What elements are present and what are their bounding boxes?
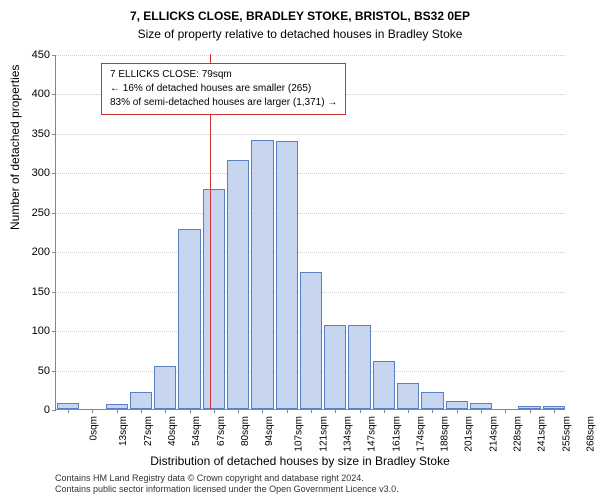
callout-line: 7 ELLICKS CLOSE: 79sqm xyxy=(110,68,337,82)
y-tick xyxy=(52,252,56,253)
x-tick xyxy=(554,409,555,413)
y-tick xyxy=(52,55,56,56)
gridline xyxy=(56,55,565,56)
x-tick xyxy=(262,409,263,413)
y-tick xyxy=(52,410,56,411)
histogram-bar xyxy=(130,392,152,409)
x-tick-label: 0sqm xyxy=(89,416,100,440)
chart-title: 7, ELLICKS CLOSE, BRADLEY STOKE, BRISTOL… xyxy=(0,0,600,25)
x-tick-label: 241sqm xyxy=(537,416,548,452)
y-tick xyxy=(52,292,56,293)
x-tick-label: 228sqm xyxy=(513,416,524,452)
x-axis-label: Distribution of detached houses by size … xyxy=(0,454,600,468)
histogram-bar xyxy=(276,141,298,409)
x-tick-label: 161sqm xyxy=(391,416,402,452)
chart-subtitle: Size of property relative to detached ho… xyxy=(0,25,600,41)
histogram-bar xyxy=(178,229,200,409)
histogram-bar xyxy=(300,272,322,409)
x-tick-label: 268sqm xyxy=(585,416,596,452)
histogram-bar xyxy=(227,160,249,409)
y-tick-label: 200 xyxy=(32,246,50,258)
x-tick xyxy=(165,409,166,413)
x-tick-label: 134sqm xyxy=(343,416,354,452)
y-tick-label: 0 xyxy=(44,404,50,416)
x-tick xyxy=(117,409,118,413)
y-axis-label: Number of detached properties xyxy=(8,65,22,230)
copyright-line2: Contains public sector information licen… xyxy=(55,484,399,496)
y-tick xyxy=(52,213,56,214)
x-tick xyxy=(335,409,336,413)
histogram-bar xyxy=(203,189,225,409)
y-tick-label: 250 xyxy=(32,207,50,219)
x-tick-label: 80sqm xyxy=(240,416,251,446)
x-tick xyxy=(505,409,506,413)
gridline xyxy=(56,173,565,174)
histogram-bar xyxy=(373,361,395,409)
x-tick xyxy=(384,409,385,413)
x-tick-label: 255sqm xyxy=(561,416,572,452)
x-tick-label: 147sqm xyxy=(367,416,378,452)
y-tick-label: 400 xyxy=(32,88,50,100)
plot-area: 7 ELLICKS CLOSE: 79sqm← 16% of detached … xyxy=(55,55,565,410)
x-tick xyxy=(141,409,142,413)
y-tick xyxy=(52,134,56,135)
y-tick-label: 450 xyxy=(32,49,50,61)
x-tick-label: 121sqm xyxy=(318,416,329,452)
x-tick xyxy=(311,409,312,413)
histogram-bar xyxy=(421,392,443,409)
x-tick-label: 13sqm xyxy=(118,416,129,446)
gridline xyxy=(56,252,565,253)
histogram-bar xyxy=(324,325,346,409)
histogram-bar xyxy=(397,383,419,409)
y-tick-label: 150 xyxy=(32,286,50,298)
x-tick-label: 67sqm xyxy=(216,416,227,446)
y-tick xyxy=(52,371,56,372)
gridline xyxy=(56,134,565,135)
callout-line: 83% of semi-detached houses are larger (… xyxy=(110,96,337,110)
callout-line: ← 16% of detached houses are smaller (26… xyxy=(110,82,337,96)
y-tick-label: 350 xyxy=(32,128,50,140)
copyright-line1: Contains HM Land Registry data © Crown c… xyxy=(55,473,399,485)
gridline xyxy=(56,213,565,214)
x-tick xyxy=(432,409,433,413)
y-tick xyxy=(52,331,56,332)
x-tick-label: 201sqm xyxy=(464,416,475,452)
x-tick xyxy=(214,409,215,413)
x-tick xyxy=(457,409,458,413)
callout-box: 7 ELLICKS CLOSE: 79sqm← 16% of detached … xyxy=(101,63,346,115)
x-tick-label: 188sqm xyxy=(440,416,451,452)
x-tick xyxy=(238,409,239,413)
x-tick xyxy=(287,409,288,413)
y-tick-label: 50 xyxy=(38,365,50,377)
y-tick-label: 300 xyxy=(32,167,50,179)
x-tick xyxy=(481,409,482,413)
x-tick xyxy=(360,409,361,413)
y-tick xyxy=(52,173,56,174)
x-tick-label: 94sqm xyxy=(264,416,275,446)
x-tick xyxy=(190,409,191,413)
y-tick xyxy=(52,94,56,95)
copyright: Contains HM Land Registry data © Crown c… xyxy=(55,473,399,496)
x-tick xyxy=(530,409,531,413)
x-tick-label: 54sqm xyxy=(191,416,202,446)
histogram-bar xyxy=(348,325,370,409)
x-tick xyxy=(408,409,409,413)
y-tick-label: 100 xyxy=(32,325,50,337)
x-tick xyxy=(68,409,69,413)
x-tick-label: 107sqm xyxy=(294,416,305,452)
histogram-bar xyxy=(154,366,176,409)
x-tick-label: 174sqm xyxy=(415,416,426,452)
x-tick-label: 27sqm xyxy=(143,416,154,446)
x-tick xyxy=(92,409,93,413)
histogram-bar xyxy=(446,401,468,409)
x-tick-label: 214sqm xyxy=(488,416,499,452)
histogram-bar xyxy=(251,140,273,409)
x-tick-label: 40sqm xyxy=(167,416,178,446)
